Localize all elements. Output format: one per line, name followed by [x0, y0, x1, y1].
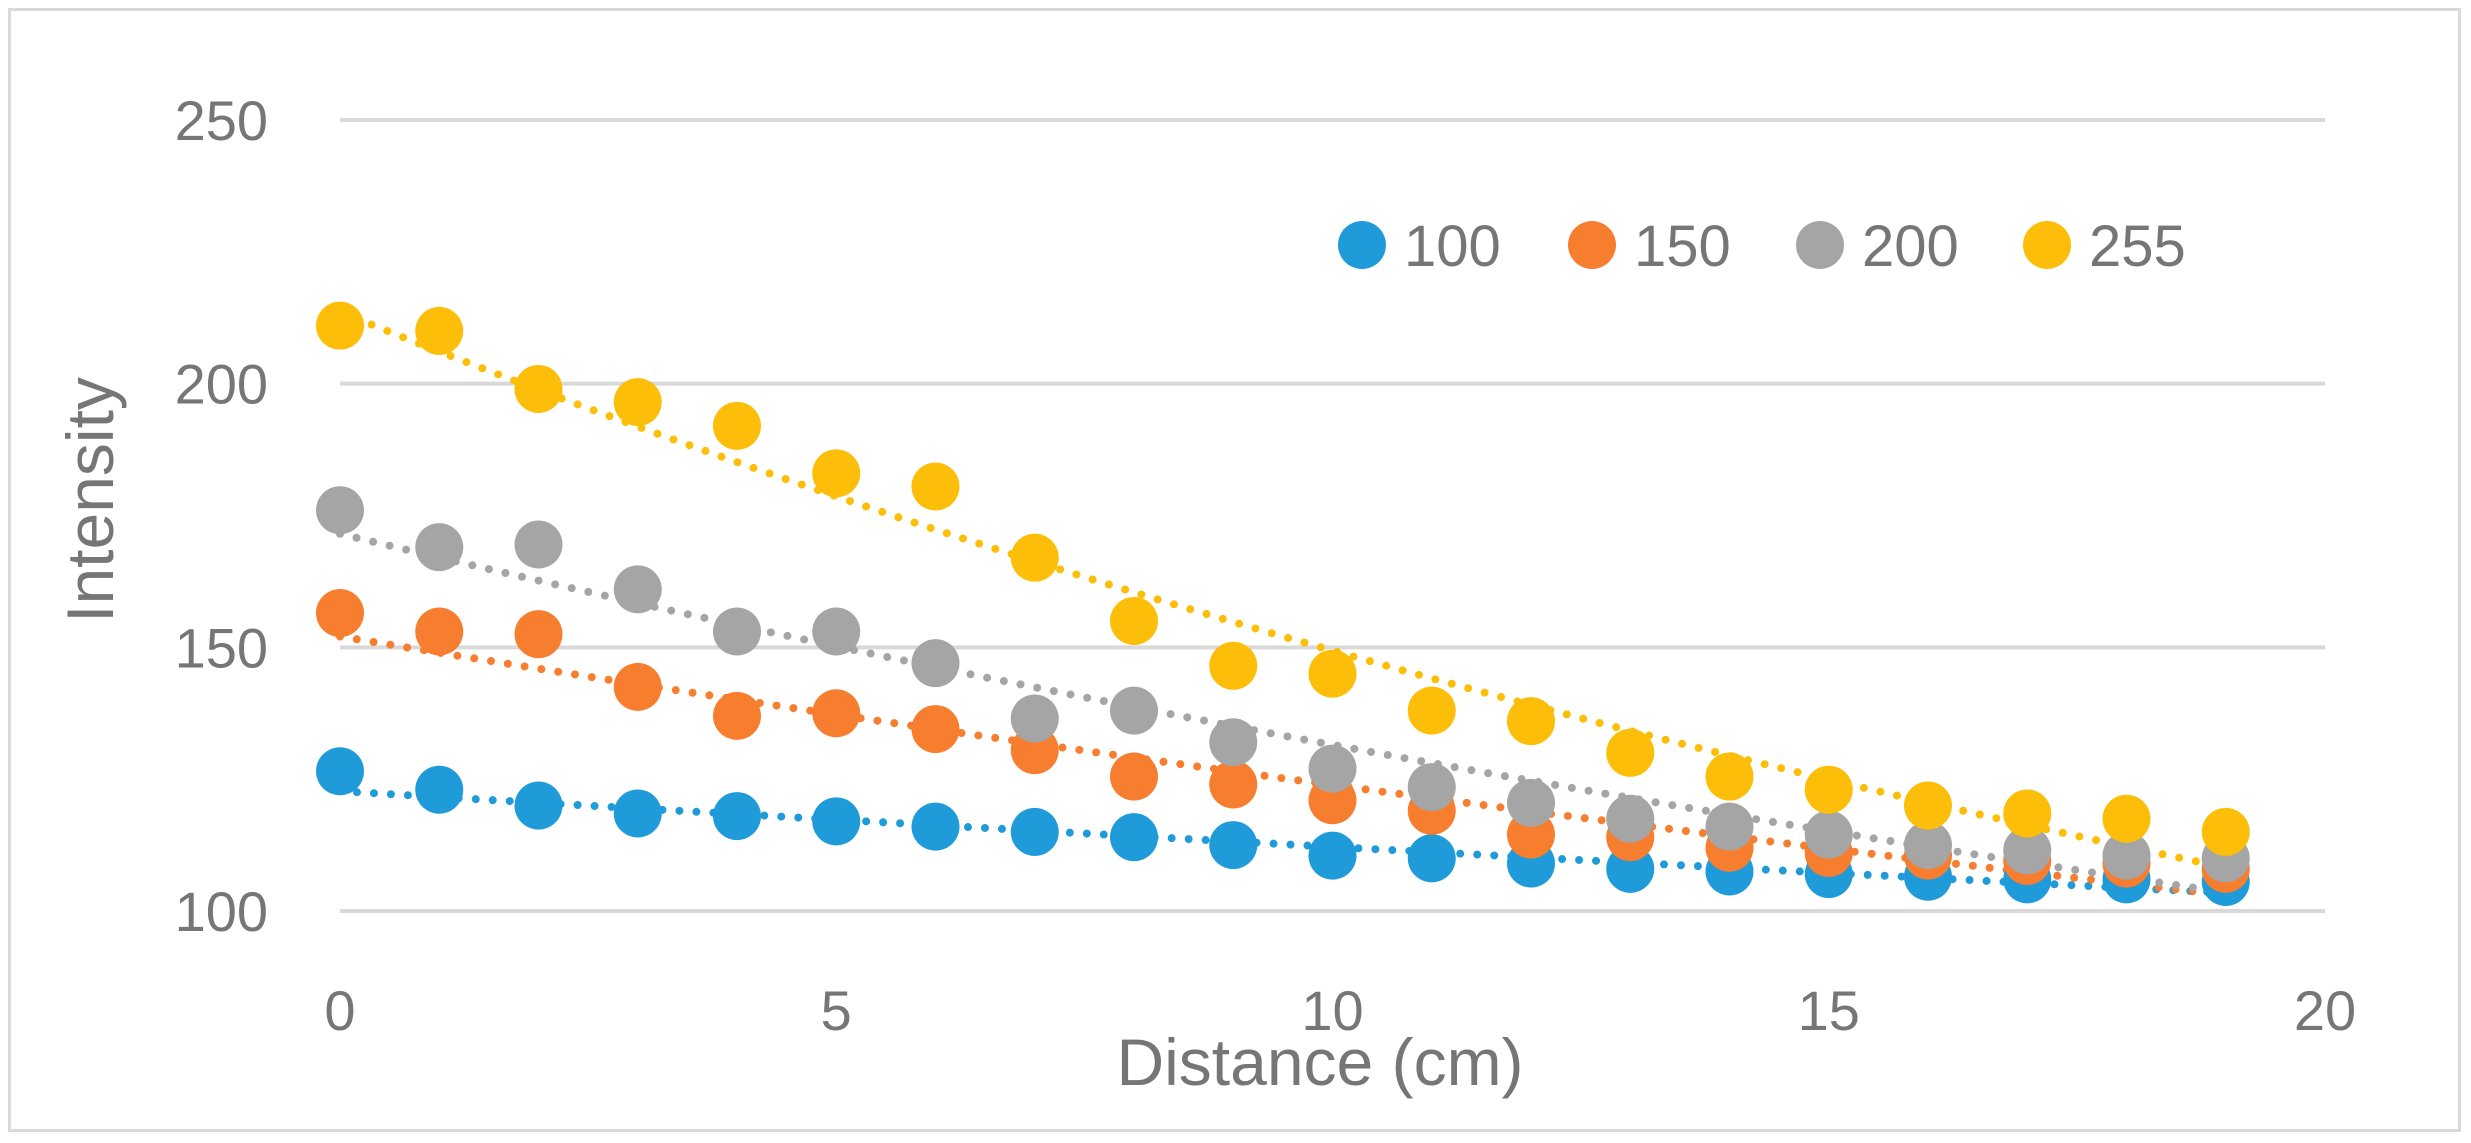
data-point-255 — [812, 449, 861, 498]
data-point-100 — [514, 781, 563, 830]
data-point-255 — [1110, 596, 1158, 645]
legend-label: 255 — [2089, 214, 2186, 279]
legend-item-200: 200 — [1796, 214, 1959, 279]
trendline-150 — [336, 632, 2230, 899]
data-point-150 — [713, 691, 761, 740]
data-point-255 — [316, 301, 364, 350]
chart-frame — [8, 8, 2461, 1132]
data-point-200 — [1407, 763, 1456, 812]
data-point-100 — [1110, 813, 1158, 862]
data-point-150 — [415, 607, 464, 656]
data-point-255 — [613, 378, 662, 427]
legend-marker — [1338, 221, 1386, 269]
data-point-255 — [1209, 641, 1258, 690]
data-point-150 — [812, 689, 861, 738]
data-point-100 — [1209, 821, 1258, 870]
data-point-100 — [1308, 831, 1357, 880]
data-point-200 — [1804, 810, 1853, 859]
data-point-200 — [2003, 826, 2052, 875]
data-point-255 — [2201, 807, 2250, 856]
legend: 100 150 200 255 — [1338, 214, 2186, 279]
data-point-255 — [2102, 794, 2151, 843]
data-point-200 — [1110, 686, 1158, 735]
data-point-255 — [1705, 752, 1754, 801]
data-point-200 — [415, 523, 464, 572]
data-point-200 — [613, 565, 662, 614]
data-point-255 — [415, 306, 464, 355]
y-tick-label: 150 — [175, 616, 268, 679]
data-point-200 — [1209, 718, 1258, 767]
data-point-255 — [1904, 781, 1952, 830]
data-point-255 — [713, 401, 761, 450]
data-point-100 — [415, 765, 464, 814]
data-point-255 — [2003, 789, 2052, 838]
data-point-150 — [1110, 752, 1158, 801]
data-point-150 — [1209, 760, 1258, 809]
data-point-200 — [1010, 694, 1059, 743]
data-point-100 — [316, 747, 364, 796]
y-tick-label: 100 — [175, 880, 268, 943]
data-point-200 — [1507, 778, 1555, 827]
data-point-100 — [911, 802, 960, 851]
data-point-200 — [812, 607, 861, 656]
data-point-200 — [1705, 802, 1754, 851]
x-axis-ticks: 0 5 10 15 20 — [324, 979, 2356, 1042]
data-point-255 — [1606, 728, 1655, 777]
legend-marker — [2023, 221, 2071, 269]
data-point-200 — [1904, 821, 1952, 870]
data-point-200 — [514, 520, 563, 569]
data-point-150 — [514, 610, 563, 659]
data-point-200 — [316, 486, 364, 535]
data-point-255 — [1407, 686, 1456, 735]
data-point-255 — [1507, 697, 1555, 746]
x-tick-label: 5 — [821, 979, 852, 1042]
data-point-255 — [1308, 649, 1357, 698]
data-point-150 — [911, 705, 960, 754]
data-point-200 — [2102, 831, 2151, 880]
gridlines — [340, 118, 2325, 913]
data-point-255 — [1010, 533, 1059, 582]
data-point-255 — [1804, 765, 1853, 814]
legend-label: 100 — [1404, 214, 1501, 279]
data-point-150 — [316, 589, 364, 638]
x-tick-label: 10 — [1301, 979, 1363, 1042]
data-point-200 — [911, 639, 960, 688]
x-axis-title: Distance (cm) — [1116, 1025, 1523, 1099]
y-tick-label: 200 — [175, 353, 268, 416]
data-point-100 — [1407, 834, 1456, 883]
legend-item-150: 150 — [1568, 214, 1731, 279]
data-point-100 — [1010, 807, 1059, 856]
legend-item-255: 255 — [2023, 214, 2186, 279]
data-point-200 — [1606, 794, 1655, 843]
data-points — [316, 301, 2250, 906]
x-tick-label: 15 — [1798, 979, 1860, 1042]
data-point-200 — [713, 607, 761, 656]
data-point-100 — [713, 792, 761, 841]
data-point-150 — [613, 662, 662, 711]
legend-marker — [1796, 221, 1844, 269]
data-point-255 — [911, 462, 960, 511]
trendline-200 — [336, 529, 2230, 897]
x-tick-label: 0 — [324, 979, 355, 1042]
y-tick-label: 250 — [175, 89, 268, 152]
legend-marker — [1568, 221, 1616, 269]
data-point-100 — [812, 797, 861, 846]
legend-label: 200 — [1862, 214, 1959, 279]
x-tick-label: 20 — [2294, 979, 2356, 1042]
data-point-255 — [514, 364, 563, 413]
data-point-100 — [613, 789, 662, 838]
legend-label: 150 — [1634, 214, 1731, 279]
y-axis-ticks: 100 150 200 250 — [175, 89, 268, 943]
y-axis-title: Intensity — [53, 377, 127, 623]
legend-item-100: 100 — [1338, 214, 1501, 279]
data-point-200 — [1308, 744, 1357, 793]
